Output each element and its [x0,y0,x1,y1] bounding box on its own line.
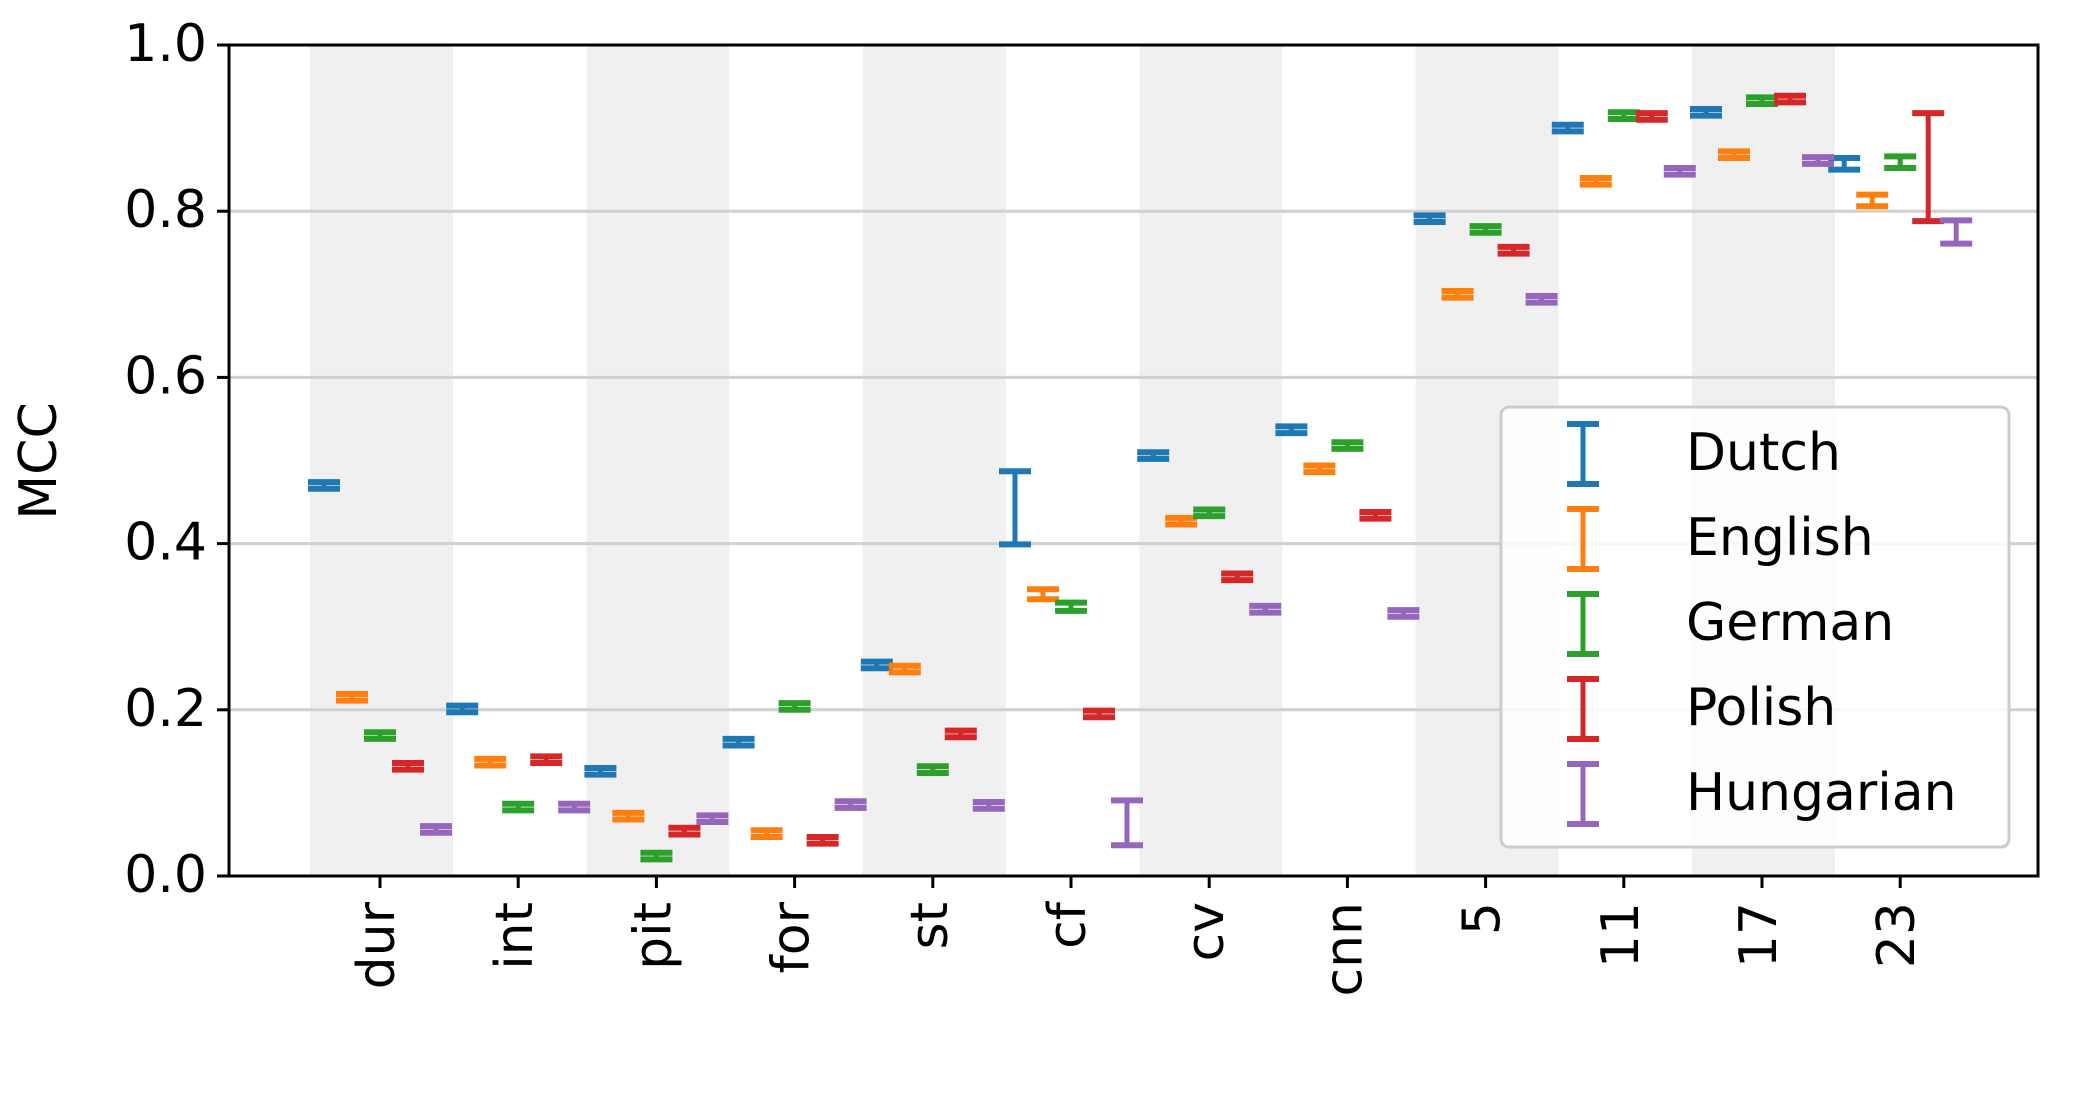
category-band [310,45,453,876]
legend-label: Polish [1686,678,1836,738]
x-tick-label: st [900,902,960,949]
x-tick-label: pit [623,902,683,970]
y-tick-label: 1.0 [124,14,207,74]
x-tick-label: cf [1038,900,1098,949]
legend-label: Dutch [1686,423,1841,483]
category-band [862,45,1006,876]
legend-label: German [1686,593,1894,653]
y-axis-label: MCC [9,402,69,519]
marks-layer [308,92,1973,863]
x-tick-label: cnn [1314,902,1374,997]
x-tick-label: 11 [1591,902,1651,968]
x-tick-label: 17 [1729,902,1789,968]
x-tick-label: 5 [1453,902,1513,935]
y-tick-label: 0.2 [124,679,207,739]
legend-label: Hungarian [1686,763,1957,823]
y-tick-label: 0.6 [124,346,207,406]
legend-label: English [1686,508,1874,568]
x-tick-label: dur [347,901,407,989]
y-tick-label: 0.0 [124,845,207,905]
y-tick-label: 0.8 [124,180,207,240]
x-tick-label: 23 [1867,902,1927,968]
x-tick-label: cv [1176,902,1236,961]
x-tick-label: int [485,902,545,970]
x-tick-label: for [762,901,822,973]
category-band [586,45,730,876]
plot-frame [227,43,2040,878]
legend-box [1499,405,2011,849]
y-tick-label: 0.4 [124,513,207,573]
